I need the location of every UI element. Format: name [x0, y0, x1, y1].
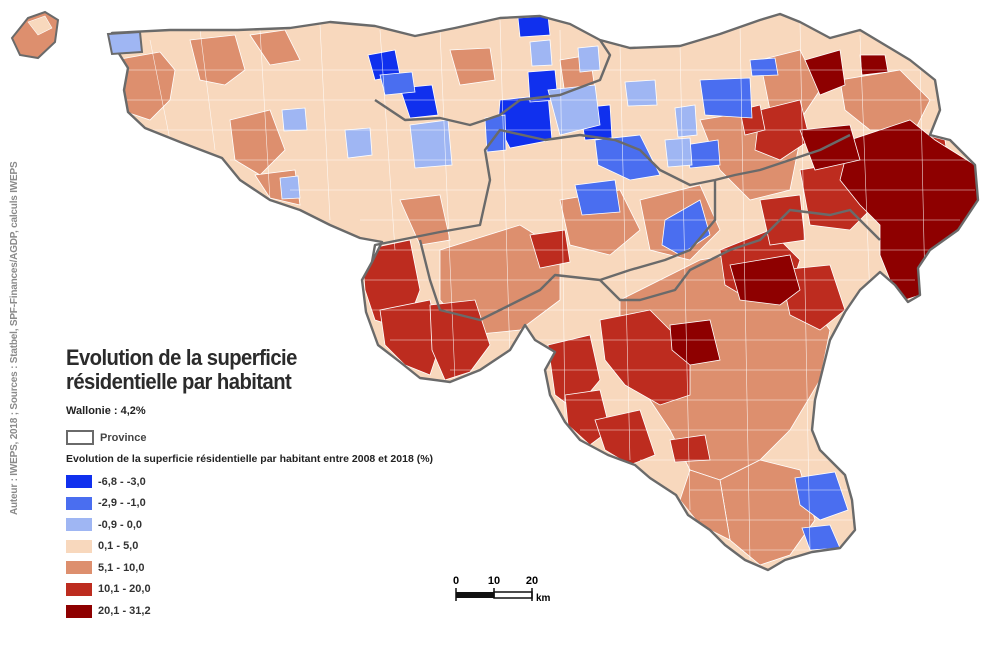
mouscron-patch	[106, 30, 144, 56]
municipality	[859, 54, 889, 76]
legend-item: -0,9 - 0,0	[66, 517, 151, 532]
municipality	[409, 119, 453, 169]
legend: -6,8 - -3,0 -2,9 - -1,0 -0,9 - 0,0 0,1 -…	[66, 474, 151, 625]
province-borders	[110, 12, 980, 572]
municipality	[229, 109, 286, 176]
legend-swatch	[66, 604, 92, 618]
municipality	[804, 49, 846, 96]
legend-item: -6,8 - -3,0	[66, 474, 151, 489]
municipalities-layer	[114, 15, 978, 566]
municipality	[249, 29, 301, 66]
scale-unit: km	[536, 593, 551, 604]
legend-label: -6,8 - -3,0	[98, 475, 146, 488]
municipality	[281, 107, 308, 132]
municipality	[699, 77, 753, 119]
legend-item: 20,1 - 31,2	[66, 604, 151, 619]
municipality	[669, 434, 711, 463]
municipality	[399, 84, 439, 119]
municipality	[517, 15, 551, 38]
wallonie-average: Wallonie : 4,2%	[66, 405, 146, 417]
province-border	[418, 180, 717, 322]
province-border	[374, 39, 612, 127]
municipality	[624, 79, 658, 107]
province-border	[714, 133, 851, 182]
scale-tick-20: 20	[526, 575, 538, 587]
legend-heading: Evolution de la superficie résidentielle…	[66, 453, 434, 465]
scale-tick-0: 0	[453, 575, 459, 587]
municipality-borders	[120, 19, 975, 561]
scale-segment-white	[493, 591, 533, 599]
municipality	[719, 459, 816, 566]
municipality	[189, 34, 246, 86]
wallonie-label: Wallonie :	[66, 405, 121, 417]
legend-swatch	[66, 561, 92, 575]
map-title: Evolution de la superficie résidentielle…	[66, 346, 342, 394]
municipality	[529, 229, 571, 269]
legend-swatch	[66, 582, 92, 596]
legend-item: 0,1 - 5,0	[66, 539, 151, 554]
municipality	[594, 134, 661, 181]
scale-bar: 0 10 20 km	[453, 575, 551, 604]
municipality	[664, 137, 693, 168]
legend-label: -0,9 - 0,0	[98, 518, 143, 531]
municipality	[577, 45, 601, 73]
province-legend-item: Province	[66, 430, 146, 445]
wallonie-value: 4,2%	[120, 405, 146, 417]
municipality	[379, 71, 416, 96]
comines-enclave	[10, 10, 60, 60]
municipality	[674, 104, 698, 138]
municipality	[279, 175, 301, 200]
municipality	[379, 299, 441, 376]
province-label: Province	[100, 431, 147, 444]
province-border	[599, 208, 881, 302]
municipality	[529, 39, 553, 67]
legend-swatch	[66, 518, 92, 532]
legend-swatch	[66, 496, 92, 510]
legend-label: -2,9 - -1,0	[98, 497, 146, 510]
province-border	[370, 128, 716, 263]
scale-tick-10: 10	[488, 575, 500, 587]
municipality	[749, 57, 779, 77]
legend-label: 5,1 - 10,0	[98, 561, 145, 574]
legend-label: 20,1 - 31,2	[98, 605, 151, 618]
municipality	[669, 319, 721, 366]
legend-item: 5,1 - 10,0	[66, 560, 151, 575]
scale-segment-black	[456, 592, 494, 598]
legend-item: 10,1 - 20,0	[66, 582, 151, 597]
legend-item: -2,9 - -1,0	[66, 496, 151, 511]
comines-enclave-patch	[27, 15, 53, 36]
municipality	[679, 469, 731, 541]
province-swatch	[66, 430, 94, 445]
map-title-line1: Evolution de la superficie	[66, 345, 297, 370]
legend-swatch	[66, 475, 92, 488]
map-title-line2: résidentielle par habitant	[66, 369, 292, 394]
map-credits: Auteur : IWEPS, 2018 ; Sources : Statbel…	[9, 161, 20, 515]
municipality	[574, 179, 621, 216]
legend-swatch	[66, 539, 92, 553]
municipality	[449, 47, 496, 86]
legend-label: 0,1 - 5,0	[98, 540, 139, 553]
legend-label: 10,1 - 20,0	[98, 583, 151, 596]
municipality	[344, 127, 373, 159]
municipality	[794, 471, 849, 521]
